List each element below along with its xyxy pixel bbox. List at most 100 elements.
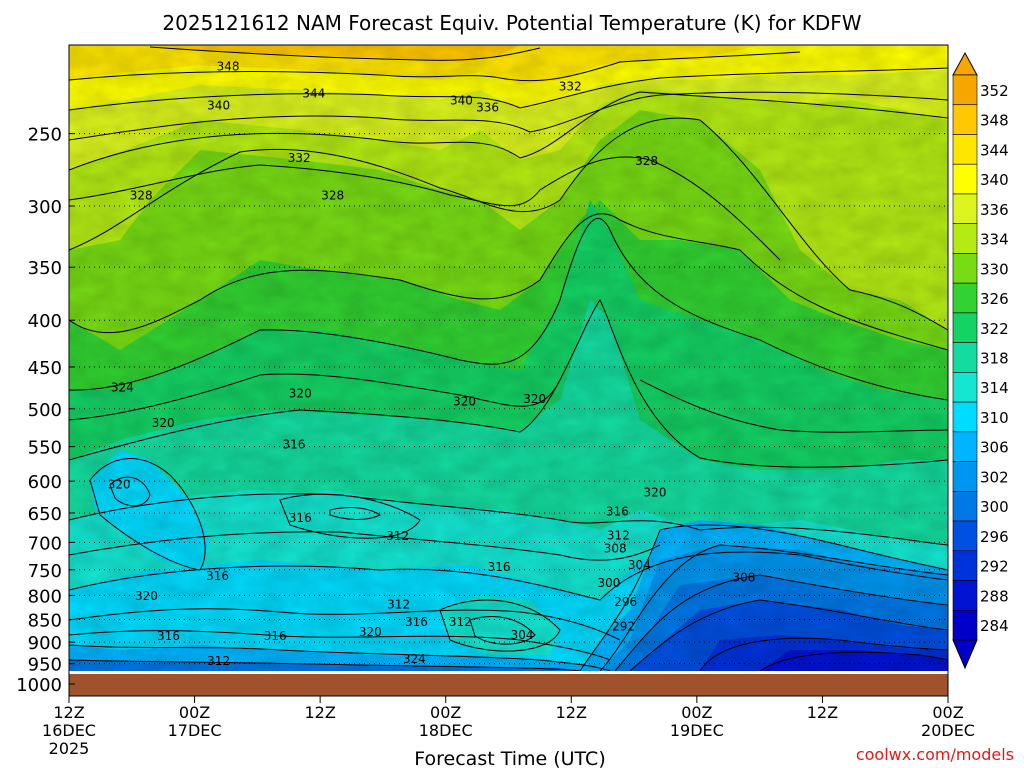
contour-label-19: 316 bbox=[289, 511, 312, 525]
contour-344 bbox=[69, 51, 801, 82]
contour-label-35: 304 bbox=[628, 558, 651, 572]
y-tick-label-5: 500 bbox=[28, 400, 62, 421]
x-tick-label-5: 00Z bbox=[681, 703, 712, 722]
texture-overlay bbox=[69, 45, 948, 671]
colorbar-label-1: 348 bbox=[980, 112, 1009, 130]
contour-label-39: 292 bbox=[612, 619, 635, 633]
colorbar-label-8: 322 bbox=[980, 320, 1009, 338]
colorbar-label-13: 302 bbox=[980, 468, 1009, 486]
contour-label-21: 316 bbox=[206, 569, 229, 583]
contour-348 bbox=[149, 46, 541, 61]
y-tick-label-4: 450 bbox=[28, 358, 62, 379]
contour-label-27: 312 bbox=[607, 529, 630, 543]
y-axis: 2503003504004505005506006507007508008509… bbox=[16, 125, 75, 696]
contour-low-level-4 bbox=[69, 659, 581, 671]
terrain-bar bbox=[69, 674, 948, 696]
contour-label-20: 316 bbox=[606, 505, 629, 519]
colorbar-label-9: 318 bbox=[980, 350, 1009, 368]
contour-pocket-mid-inner bbox=[329, 507, 381, 520]
x-tick-label-6: 12Z bbox=[807, 703, 838, 722]
colorbar-swatch-9 bbox=[952, 342, 978, 373]
contour-label-25: 316 bbox=[405, 615, 428, 629]
contour-label-15: 320 bbox=[644, 485, 667, 499]
contour-label-36: 304 bbox=[511, 628, 534, 642]
contour-label-4: 336 bbox=[476, 100, 499, 114]
colorbar-label-4: 336 bbox=[980, 201, 1009, 219]
contour-label-23: 316 bbox=[157, 629, 180, 643]
contour-label-38: 296 bbox=[614, 595, 637, 609]
colorbar-label-17: 288 bbox=[980, 587, 1009, 605]
colorbar-swatch-11 bbox=[952, 401, 978, 433]
colorbar-label-7: 326 bbox=[980, 290, 1009, 308]
contour-label-2: 340 bbox=[207, 99, 230, 113]
contour-312 bbox=[69, 551, 948, 601]
x-tick-label-1: 00Z bbox=[179, 703, 210, 722]
colorbar-swatch-8 bbox=[952, 312, 978, 343]
colorbar-swatch-5 bbox=[952, 223, 978, 254]
contour-pocket-left bbox=[89, 458, 206, 571]
colorbar-swatch-2 bbox=[952, 134, 978, 165]
contour-label-22: 316 bbox=[488, 560, 511, 574]
contour-336 bbox=[69, 91, 948, 171]
contour-label-34: 308 bbox=[732, 571, 755, 585]
contour-300 bbox=[614, 574, 948, 671]
contour-288 bbox=[759, 651, 948, 671]
y-tick-label-3: 400 bbox=[28, 311, 62, 332]
contour-upper-extra-1 bbox=[69, 156, 781, 261]
colorbar-swatch-4 bbox=[952, 193, 978, 224]
contour-label-29: 312 bbox=[449, 615, 472, 629]
contour-320 bbox=[69, 299, 948, 468]
colorbar-label-3: 340 bbox=[980, 171, 1009, 189]
contour-pocket-center-inner bbox=[469, 616, 536, 645]
colorbar-label-5: 334 bbox=[980, 231, 1009, 249]
contour-label-28: 312 bbox=[387, 598, 410, 612]
contour-292 bbox=[699, 637, 948, 671]
credit-text: coolwx.com/models bbox=[856, 745, 1014, 764]
contour-label-37: 300 bbox=[598, 576, 621, 590]
y-tick-label-0: 250 bbox=[28, 125, 62, 146]
contour-label-9: 328 bbox=[635, 154, 658, 168]
colorbar-label-12: 306 bbox=[980, 439, 1009, 457]
contour-mid-extra-2 bbox=[639, 379, 948, 433]
y-tick-label-12: 850 bbox=[28, 610, 62, 631]
contour-340 bbox=[69, 67, 948, 111]
contour-mid-extra-1 bbox=[69, 373, 561, 421]
contour-308 bbox=[579, 524, 948, 671]
contour-label-32: 324 bbox=[403, 652, 426, 666]
x-tick-year-0: 2025 bbox=[49, 739, 90, 758]
contour-316 bbox=[69, 493, 948, 546]
colorbar-swatch-6 bbox=[952, 253, 978, 284]
colorbar-label-10: 314 bbox=[980, 379, 1009, 397]
colorbar-swatch-16 bbox=[952, 550, 978, 581]
contour-pocket-center bbox=[439, 599, 561, 652]
contour-pocket-left-inner bbox=[109, 476, 151, 507]
colorbar-swatch-17 bbox=[952, 580, 978, 611]
contour-332 bbox=[69, 117, 948, 331]
contour-label-17: 320 bbox=[135, 589, 158, 603]
colorbar-swatch-10 bbox=[952, 372, 978, 403]
contour-label-14: 320 bbox=[523, 392, 546, 406]
contour-label-11: 320 bbox=[152, 416, 175, 430]
x-tick-date-7: 20DEC bbox=[921, 721, 975, 740]
colorbar-top-arrow bbox=[952, 51, 978, 76]
colorbar-swatch-18 bbox=[952, 609, 978, 641]
y-tick-label-11: 800 bbox=[28, 586, 62, 607]
colorbar-swatch-13 bbox=[952, 461, 978, 492]
contour-mid-extra-3 bbox=[69, 531, 661, 561]
colorbar-swatch-14 bbox=[952, 491, 978, 522]
contour-low-level-1 bbox=[69, 608, 621, 641]
contour-low-level-3 bbox=[69, 644, 611, 671]
x-tick-date-3: 18DEC bbox=[419, 721, 473, 740]
contour-label-13: 320 bbox=[453, 395, 476, 409]
y-tick-label-7: 600 bbox=[28, 472, 62, 493]
colorbar-swatch-0 bbox=[952, 74, 978, 106]
y-tick-label-9: 700 bbox=[28, 533, 62, 554]
colorbar-swatch-12 bbox=[952, 431, 978, 462]
contour-label-5: 332 bbox=[559, 79, 582, 93]
contour-label-31: 320 bbox=[359, 625, 382, 639]
x-tick-label-4: 12Z bbox=[556, 703, 587, 722]
colorbar-label-18: 284 bbox=[980, 617, 1009, 635]
